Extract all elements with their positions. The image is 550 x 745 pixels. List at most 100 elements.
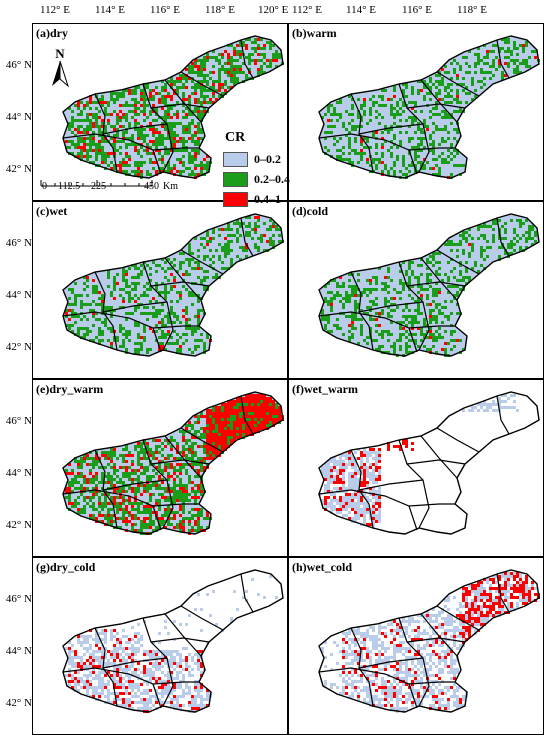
panel-label: (f)wet_warm: [292, 382, 358, 396]
county-boundary: [318, 311, 455, 329]
scale-label: 0: [42, 181, 47, 192]
county-boundary: [62, 667, 199, 685]
longitude-tick: 112° E: [40, 4, 70, 16]
region-outline: [318, 391, 540, 535]
latitude-tick: 46° N: [5, 237, 32, 249]
county-boundary: [408, 327, 418, 353]
legend-item: 0.2–0.4: [223, 169, 291, 189]
latitude-tick: 46° N: [5, 59, 32, 71]
legend-title: CR: [225, 130, 246, 145]
scale-bar-icon: [40, 180, 153, 187]
panel-label: (g)dry_cold: [36, 560, 96, 574]
county-boundary: [240, 39, 254, 79]
legend-label: 0–0.2: [254, 151, 281, 166]
county-boundary: [62, 489, 199, 507]
longitude-tick: 112° E: [292, 4, 322, 16]
county-boundary: [102, 479, 168, 491]
scale-label: 225: [91, 181, 106, 192]
county-boundary: [102, 301, 168, 313]
county-boundary: [420, 79, 458, 123]
longitude-tick: 120° E: [258, 4, 289, 16]
county-boundary: [180, 605, 224, 631]
county-boundary: [318, 489, 455, 507]
region-map: [318, 391, 540, 535]
scale-unit: Km: [163, 181, 178, 192]
county-boundary: [406, 637, 466, 643]
map-panel: (a)dry: [32, 23, 288, 201]
map-panel: (b)warm: [288, 23, 544, 201]
north-arrow-icon: N: [52, 46, 70, 88]
latitude-tick: 44° N: [5, 289, 32, 301]
county-boundary: [420, 613, 458, 657]
legend-swatch-mid: [223, 171, 248, 187]
latitude-tick: 44° N: [5, 467, 32, 479]
region-map: [318, 569, 540, 713]
latitude-tick: 44° N: [5, 111, 32, 123]
county-boundary: [406, 103, 466, 109]
county-boundary: [152, 505, 162, 531]
legend-swatch-low: [223, 151, 248, 167]
map-panel: (h)wet_cold: [288, 557, 544, 735]
panel-label: (b)warm: [292, 26, 337, 40]
county-boundary: [240, 395, 254, 435]
region-map: [62, 213, 284, 357]
county-boundary: [164, 79, 202, 123]
north-label: N: [55, 46, 65, 61]
region-map: [318, 213, 540, 357]
region-outline: [62, 391, 284, 535]
latitude-tick: 46° N: [5, 593, 32, 605]
county-boundary: [358, 479, 424, 491]
county-boundary: [150, 103, 210, 109]
region-outline: [318, 35, 540, 179]
cr-cells: [321, 572, 540, 713]
county-boundary: [180, 427, 224, 453]
panel-label: (c)wet: [36, 204, 68, 218]
region-map: [62, 35, 284, 179]
county-boundary: [358, 301, 424, 313]
cr-cells: [65, 38, 284, 179]
scale-label: 450: [144, 181, 159, 192]
region-outline: [62, 35, 284, 179]
county-boundary: [496, 39, 510, 79]
latitude-tick: 44° N: [5, 645, 32, 657]
county-boundary: [496, 573, 510, 613]
cr-cells: [321, 219, 537, 357]
legend-item: 0.4–1: [223, 189, 291, 209]
region-outline: [62, 213, 284, 357]
panel-label: (h)wet_cold: [292, 560, 352, 574]
map-panel: (e)dry_warm: [32, 379, 288, 557]
region-outline: [318, 569, 540, 713]
county-boundary: [496, 395, 510, 435]
legend-label: 0.4–1: [254, 191, 281, 206]
county-boundary: [150, 637, 210, 643]
county-boundary: [240, 217, 254, 257]
longitude-tick: 114° E: [346, 4, 376, 16]
longitude-tick: 116° E: [402, 4, 432, 16]
county-boundary: [164, 257, 202, 301]
county-boundary: [420, 257, 458, 301]
region-map: [62, 391, 284, 535]
county-boundary: [62, 133, 199, 151]
county-boundary: [180, 249, 224, 275]
longitude-tick: 118° E: [205, 4, 235, 16]
legend-swatch-high: [223, 191, 248, 207]
county-boundary: [408, 505, 418, 531]
county-boundary: [358, 123, 424, 135]
latitude-tick: 42° N: [5, 519, 32, 531]
county-boundary: [240, 573, 254, 613]
map-panel: (g)dry_cold: [32, 557, 288, 735]
latitude-tick: 42° N: [5, 163, 32, 175]
panel-label: (e)dry_warm: [36, 382, 104, 396]
county-boundary: [436, 605, 480, 631]
county-boundary: [150, 459, 210, 465]
longitude-tick: 116° E: [150, 4, 180, 16]
region-map: [62, 569, 284, 713]
county-boundary: [180, 71, 224, 97]
county-boundary: [150, 281, 210, 287]
map-panel: (c)wet: [32, 201, 288, 379]
county-boundary: [408, 149, 418, 175]
map-panel: (f)wet_warm: [288, 379, 544, 557]
county-boundary: [164, 435, 202, 479]
county-boundary: [358, 657, 424, 669]
longitude-tick: 118° E: [457, 4, 487, 16]
